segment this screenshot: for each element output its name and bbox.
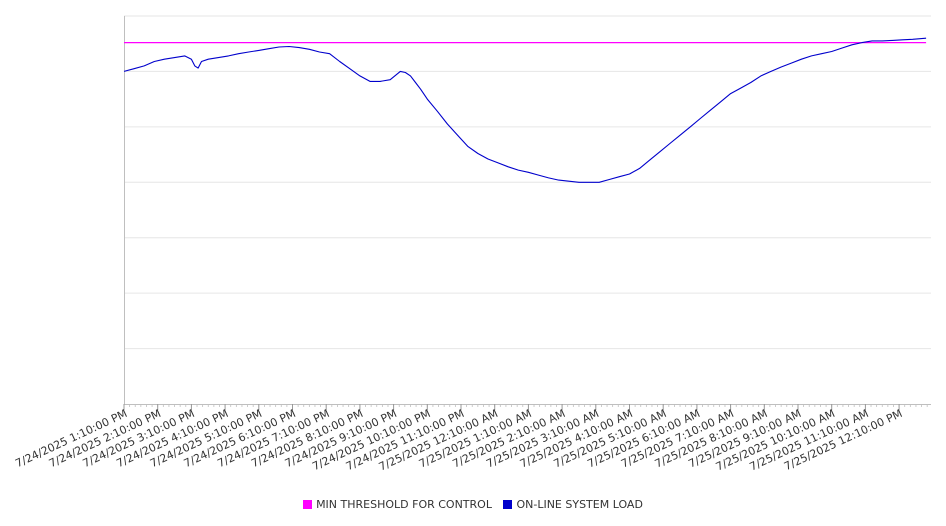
legend-item-system-load[interactable]: ON-LINE SYSTEM LOAD (503, 498, 643, 511)
legend-label-system-load: ON-LINE SYSTEM LOAD (516, 498, 643, 511)
series-lines (123, 37, 927, 183)
legend-label-threshold: MIN THRESHOLD FOR CONTROL (316, 498, 492, 511)
legend-item-threshold[interactable]: MIN THRESHOLD FOR CONTROL (303, 498, 492, 511)
x-axis-ticks (123, 404, 928, 410)
series-line-system-load (123, 37, 927, 183)
legend-swatch-system-load (503, 500, 513, 509)
legend: MIN THRESHOLD FOR CONTROL ON-LINE SYSTEM… (0, 498, 946, 511)
legend-swatch-threshold (303, 500, 313, 509)
grid-lines (124, 15, 931, 350)
chart-axes (124, 16, 931, 405)
x-axis-tick-labels: 7/24/2025 1:10:00 PM7/24/2025 2:10:00 PM… (13, 407, 904, 474)
